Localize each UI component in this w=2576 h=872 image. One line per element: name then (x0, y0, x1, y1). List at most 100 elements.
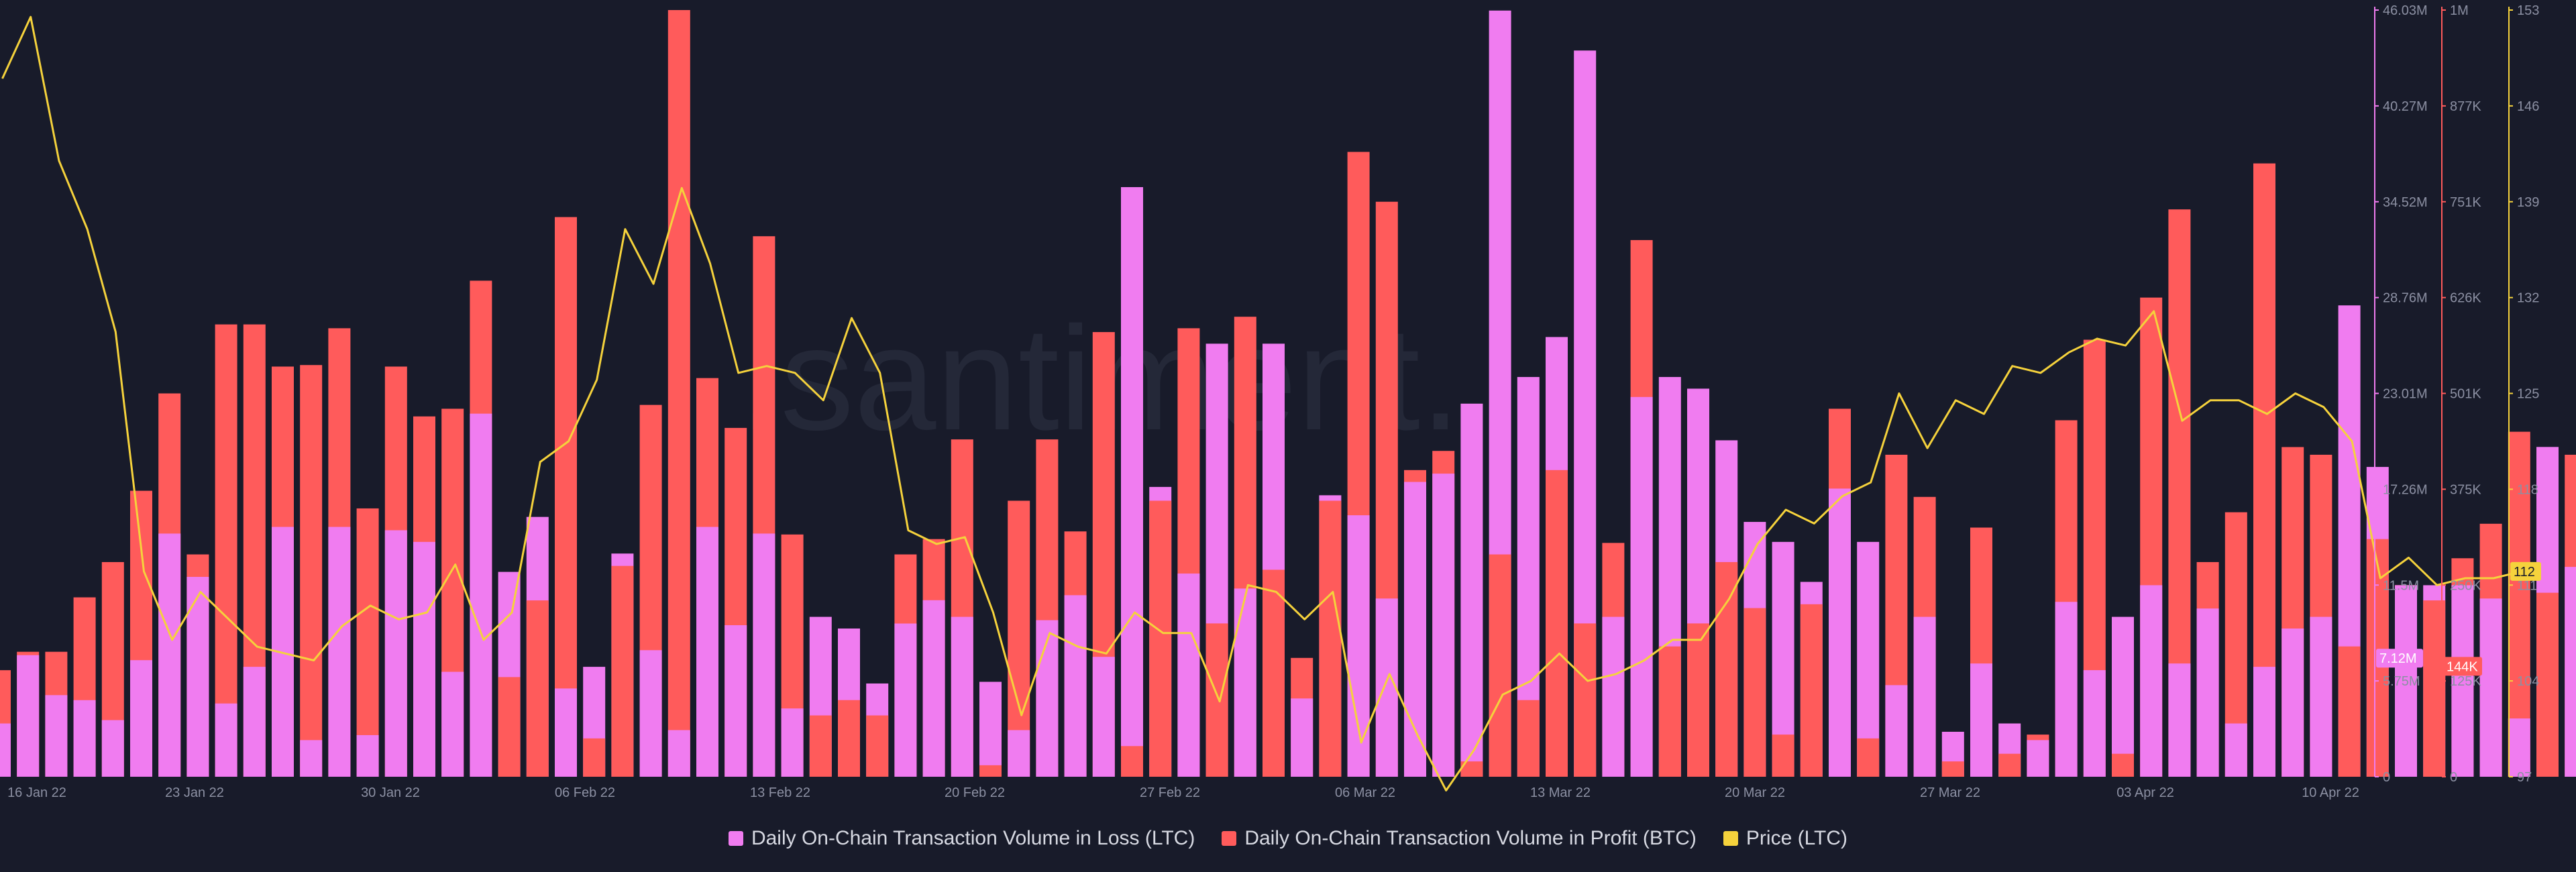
legend-label-loss: Daily On-Chain Transaction Volume in Los… (751, 827, 1195, 849)
profit-bar (526, 600, 549, 777)
profit-axis-tick-label: 626K (2450, 291, 2481, 306)
legend-item-loss[interactable]: Daily On-Chain Transaction Volume in Los… (728, 827, 1195, 850)
loss-bar (17, 655, 40, 777)
loss-bar (2282, 628, 2304, 777)
loss-axis-tick-label: 40.27M (2383, 99, 2428, 114)
loss-bar (781, 708, 804, 777)
loss-bar (1347, 515, 1370, 777)
x-tick-label: 06 Feb 22 (555, 785, 615, 800)
loss-bar (979, 682, 1002, 777)
bars-layer (0, 10, 2576, 777)
profit-bar (498, 677, 521, 777)
profit-bar (1205, 623, 1228, 777)
profit-bar (1460, 761, 1483, 777)
loss-axis-tick-label: 46.03M (2383, 3, 2428, 18)
profit-bar (356, 508, 379, 777)
loss-axis-tick-label: 23.01M (2383, 387, 2428, 402)
loss-bar (1913, 616, 1936, 777)
loss-bar (2310, 616, 2332, 777)
legend-label-price: Price (LTC) (1746, 827, 1848, 849)
loss-axis-tick-label: 17.26M (2383, 482, 2428, 497)
loss-bar (1630, 396, 1653, 777)
profit-axis-tick-label: 1M (2450, 3, 2469, 18)
profit-bar (979, 765, 1002, 777)
x-tick-label: 10 Apr 22 (2302, 785, 2359, 800)
profit-bar (1546, 470, 1568, 777)
profit-bar (1517, 700, 1540, 777)
axes-layer: 16 Jan 22 23 Jan 22 30 Jan 22 06 Feb 22 13 F… (7, 3, 2541, 800)
loss-bar (1404, 482, 1426, 777)
loss-bar (1970, 663, 1992, 777)
loss-bar (413, 541, 435, 777)
price-axis-tick-label: 153 (2517, 3, 2539, 18)
loss-bar (667, 730, 690, 777)
profit-bar (1489, 554, 1511, 777)
loss-bar (2027, 740, 2049, 777)
price-current-value-label: 112 (2514, 565, 2535, 580)
profit-bar (611, 565, 634, 777)
legend-swatch-loss (728, 831, 743, 846)
loss-bar (2253, 667, 2275, 777)
profit-bar (838, 700, 860, 777)
profit-bar (1941, 761, 1964, 777)
loss-bar (2565, 567, 2576, 777)
loss-bar (384, 530, 407, 777)
price-axis-tick-label: 125 (2517, 387, 2539, 402)
loss-bar (2196, 608, 2219, 777)
profit-axis-tick-label: 125K (2450, 674, 2481, 689)
loss-axis-tick-label: 0 (2383, 770, 2390, 785)
price-current-value-badge (2510, 561, 2541, 581)
profit-bar (1319, 500, 1342, 777)
legend-label-profit: Daily On-Chain Transaction Volume in Pro… (1244, 827, 1697, 849)
profit-bar (667, 10, 690, 777)
loss-bar (2395, 585, 2417, 777)
loss-bar (724, 625, 747, 777)
profit-bar (1149, 500, 1172, 777)
loss-bar (1602, 616, 1625, 777)
x-tick-label: 20 Mar 22 (1725, 785, 1785, 800)
profit-bar (1998, 753, 2021, 777)
loss-bar (73, 700, 96, 777)
profit-axis-tick-label: 751K (2450, 195, 2481, 210)
profit-current-value-label: 144K (2447, 659, 2478, 674)
loss-bar (2140, 585, 2163, 777)
loss-bar (2168, 663, 2191, 777)
loss-bar (2508, 718, 2530, 777)
x-tick-label: 27 Feb 22 (1140, 785, 1200, 800)
loss-bar (2224, 723, 2247, 777)
loss-bar (639, 650, 662, 777)
loss-bar (1432, 474, 1455, 777)
profit-bar (1263, 569, 1285, 777)
legend-item-price[interactable]: Price (LTC) (1723, 827, 1847, 850)
loss-current-value-label: 7.12M (2379, 651, 2417, 666)
loss-bar (696, 527, 718, 777)
loss-axis-tick-label: 5.75M (2383, 674, 2420, 689)
loss-bar (1857, 541, 1880, 777)
loss-bar (101, 720, 124, 777)
x-tick-label: 23 Jan 22 (165, 785, 224, 800)
price-axis-tick-label: 132 (2517, 291, 2539, 306)
legend-item-profit[interactable]: Daily On-Chain Transaction Volume in Pro… (1222, 827, 1697, 850)
profit-bar (555, 217, 577, 777)
loss-bar (300, 740, 323, 777)
loss-bar (1064, 595, 1087, 777)
loss-bar (753, 533, 775, 777)
price-axis-tick-label: 139 (2517, 195, 2539, 210)
price-axis-tick-label: 118 (2517, 482, 2538, 497)
profit-bar (1857, 738, 1880, 777)
x-tick-label: 20 Feb 22 (945, 785, 1005, 800)
profit-axis-tick-label: 501K (2450, 387, 2481, 402)
profit-axis-tick-label: 0 (2450, 770, 2457, 785)
loss-bar (470, 413, 492, 777)
x-tick-label: 13 Feb 22 (750, 785, 810, 800)
x-tick-label: 06 Mar 22 (1335, 785, 1395, 800)
x-tick-label: 27 Mar 22 (1920, 785, 1980, 800)
loss-bar (922, 600, 945, 777)
profit-bar (2112, 753, 2134, 777)
price-axis-tick-label: 146 (2517, 99, 2539, 114)
price-line (1, 15, 2522, 792)
loss-bar (2083, 670, 2106, 777)
profit-current-value-badge (2443, 657, 2482, 676)
